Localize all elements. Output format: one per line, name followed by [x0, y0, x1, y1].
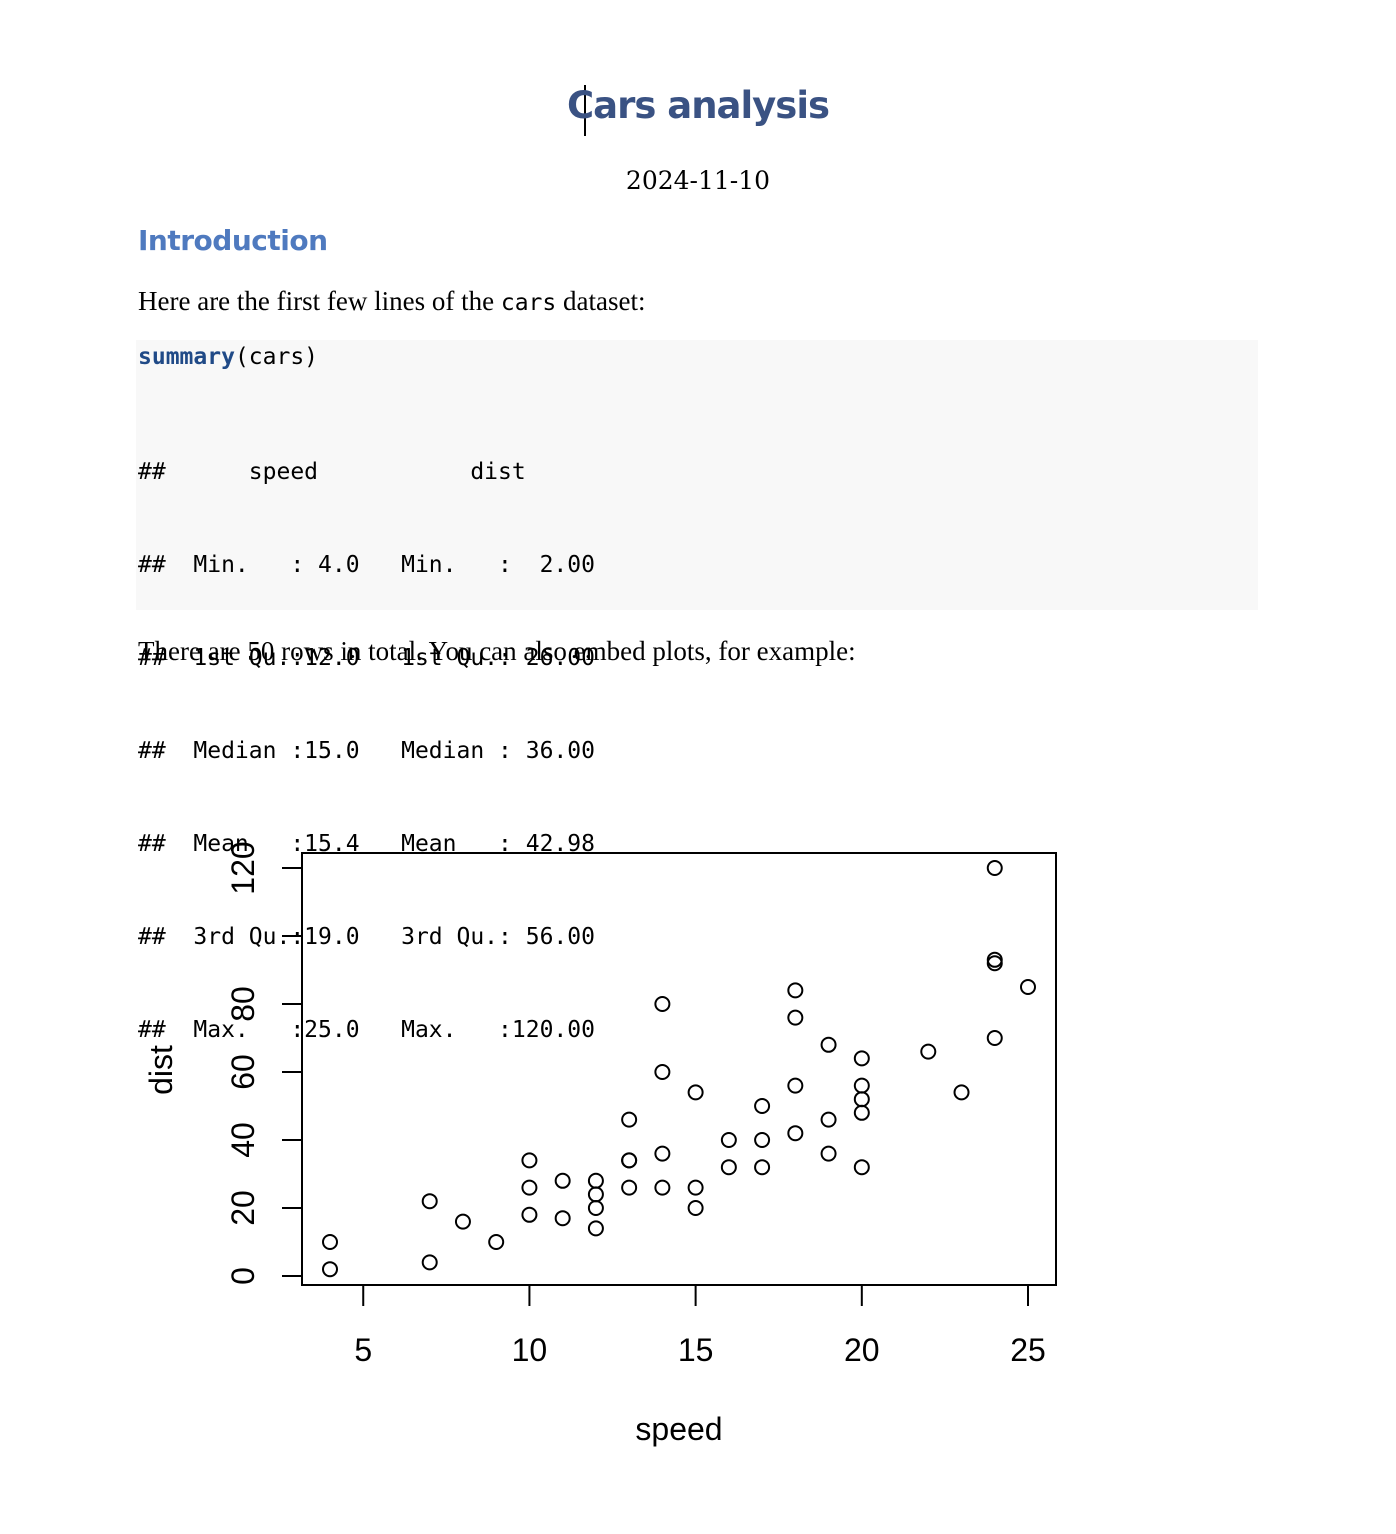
- code-function: summary: [138, 344, 235, 370]
- y-axis: 0 20 40 60 80 120: [225, 841, 303, 1285]
- data-point: [587, 1200, 604, 1216]
- data-point: [787, 1077, 804, 1094]
- data-point: [754, 1098, 771, 1114]
- data-point: [986, 1030, 1003, 1046]
- x-tick-label: 10: [512, 1332, 548, 1368]
- document-title: Cars analysis: [566, 84, 830, 127]
- data-point: [853, 1091, 870, 1108]
- data-point: [853, 1159, 870, 1176]
- document-date: 2024-11-10: [625, 166, 771, 195]
- data-point: [621, 1111, 638, 1128]
- output-line: ## 1st Qu.:12.0 1st Qu.: 26.00: [138, 645, 623, 671]
- data-point: [1020, 979, 1036, 995]
- code-call: summary(cars): [138, 342, 318, 373]
- y-tick-label: 60: [225, 1054, 261, 1090]
- plot-frame: [301, 852, 1057, 1286]
- intro-suffix: dataset:: [556, 286, 646, 316]
- data-point: [853, 1050, 870, 1067]
- y-axis-label: dist: [143, 1045, 179, 1095]
- data-point: [654, 1064, 671, 1080]
- output-line: ## Median :15.0 Median : 36.00: [138, 738, 623, 764]
- data-point: [587, 1220, 604, 1237]
- data-point: [720, 1159, 737, 1176]
- scatter-plot: 5 10 15 20 25 0 20 40 60 80 120 speed dist: [143, 841, 1057, 1447]
- data-point: [488, 1234, 505, 1250]
- data-point: [853, 1104, 870, 1121]
- y-tick-label: 0: [225, 1267, 261, 1285]
- x-tick-label: 15: [678, 1332, 714, 1368]
- data-point: [521, 1152, 538, 1169]
- data-point: [654, 996, 671, 1012]
- y-tick-label: 40: [225, 1122, 261, 1158]
- data-point: [687, 1084, 704, 1101]
- data-point: [554, 1210, 571, 1227]
- data-point: [621, 1152, 638, 1169]
- y-tick-label: 80: [225, 986, 261, 1022]
- data-point: [687, 1200, 704, 1216]
- x-tick-label: 20: [844, 1332, 880, 1368]
- data-point: [787, 982, 804, 999]
- data-point: [521, 1206, 538, 1223]
- data-point: [754, 1132, 771, 1148]
- data-point: [621, 1179, 638, 1196]
- x-axis: 5 10 15 20 25: [354, 1284, 1046, 1368]
- data-point: [554, 1172, 571, 1189]
- data-point: [986, 860, 1003, 876]
- data-point: [454, 1213, 471, 1230]
- data-point: [421, 1193, 438, 1210]
- y-tick-label: 120: [225, 841, 261, 894]
- data-point: [654, 1145, 671, 1162]
- intro-paragraph: Here are the first few lines of the cars…: [138, 286, 645, 317]
- data-point: [421, 1254, 438, 1271]
- closing-paragraph: There are 50 rows in total. You can also…: [138, 636, 856, 666]
- x-tick-label: 25: [1010, 1332, 1046, 1368]
- data-point: [654, 1179, 671, 1196]
- text-cursor: [584, 85, 586, 136]
- data-point: [986, 951, 1003, 968]
- data-point: [587, 1186, 604, 1203]
- data-point: [853, 1077, 870, 1094]
- output-line: ## speed dist: [138, 459, 623, 485]
- output-line: ## 3rd Qu.:19.0 3rd Qu.: 56.00: [138, 924, 623, 950]
- code-args: (cars): [234, 344, 319, 370]
- data-points: [322, 860, 1036, 1278]
- data-point: [953, 1084, 970, 1101]
- intro-prefix: Here are the first few lines of the: [138, 286, 501, 316]
- output-line: ## Min. : 4.0 Min. : 2.00: [138, 552, 623, 578]
- data-point: [986, 955, 1003, 972]
- data-point: [920, 1043, 937, 1060]
- data-point: [521, 1179, 538, 1196]
- data-point: [754, 1159, 771, 1176]
- data-point: [820, 1111, 837, 1128]
- inline-code: cars: [500, 290, 557, 316]
- y-tick-label: 20: [225, 1190, 261, 1226]
- data-point: [787, 1125, 804, 1142]
- section-heading: Introduction: [138, 224, 328, 257]
- data-point: [820, 1036, 837, 1053]
- data-point: [587, 1172, 604, 1189]
- data-point: [322, 1234, 338, 1250]
- x-tick-label: 5: [354, 1332, 372, 1368]
- code-block: summary(cars) ## speed dist ## Min. : 4.…: [136, 340, 1258, 1043]
- data-point: [820, 1145, 837, 1162]
- x-axis-label: speed: [635, 1411, 722, 1447]
- data-point: [687, 1179, 704, 1196]
- data-point: [322, 1261, 338, 1278]
- data-point: [787, 1009, 804, 1026]
- data-point: [720, 1132, 737, 1148]
